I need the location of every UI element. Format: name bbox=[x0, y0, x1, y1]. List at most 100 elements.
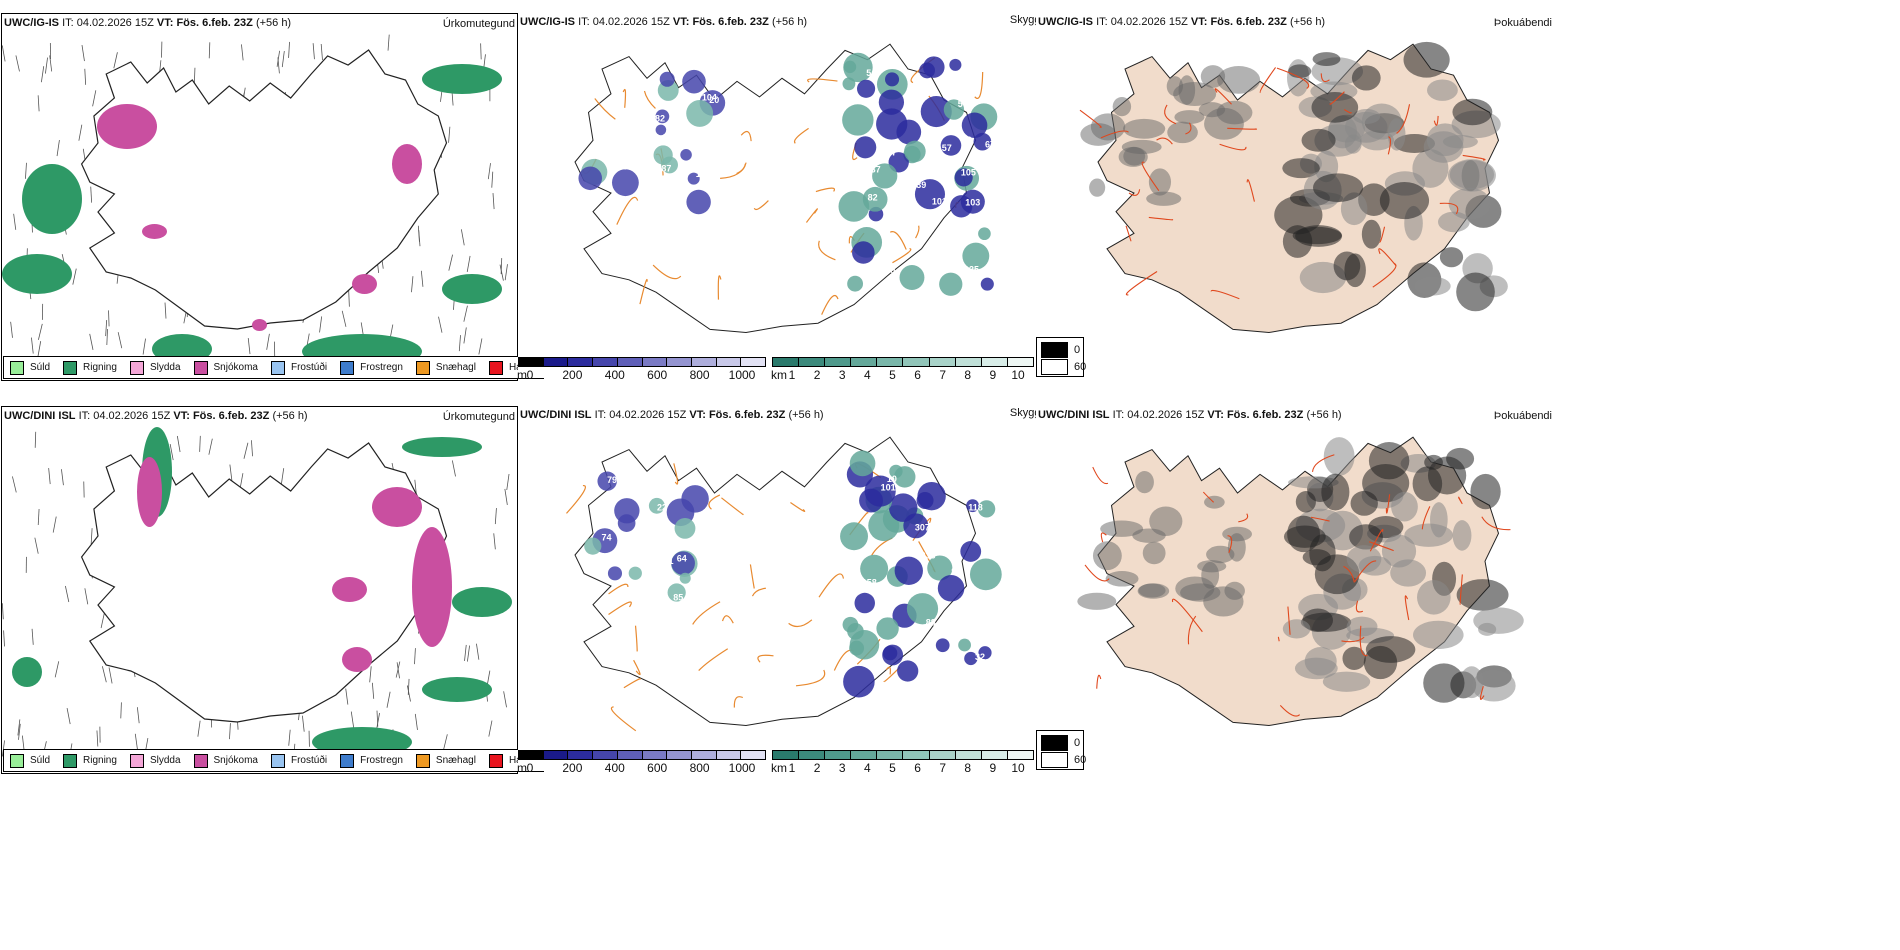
colorbar-swatch bbox=[773, 751, 800, 759]
colorbar-unit: m bbox=[517, 368, 527, 382]
wind-barb bbox=[451, 460, 456, 477]
init-label: IT: bbox=[62, 17, 74, 29]
colorbar-ticks: m 0 200 400 600 800 1000 bbox=[517, 367, 766, 383]
colorbar-swatch bbox=[799, 751, 826, 759]
road bbox=[1404, 595, 1410, 621]
ceiling-patch bbox=[882, 645, 898, 661]
colorbar-swatch bbox=[519, 358, 544, 366]
valid-time: Fös. 6.feb. 23Z bbox=[708, 409, 786, 421]
cloud-base-value: 82 bbox=[655, 113, 665, 123]
colorbar-swatch bbox=[1007, 751, 1033, 759]
cloud-base-value: 88 bbox=[962, 135, 972, 145]
colorbar-swatch bbox=[617, 358, 643, 366]
colorbar-tick: 400 bbox=[604, 761, 625, 775]
cloud-base-value: 91 bbox=[921, 583, 931, 593]
map-layer bbox=[2, 34, 508, 369]
wind-barb bbox=[395, 661, 401, 678]
wind-barb bbox=[21, 735, 25, 752]
legend-swatch bbox=[63, 360, 78, 375]
colorbar-swatches bbox=[772, 750, 1034, 760]
wind-barb bbox=[199, 435, 201, 452]
road bbox=[1156, 137, 1173, 145]
fog-patch bbox=[1132, 528, 1166, 543]
road bbox=[1329, 91, 1345, 105]
cloud-base-value: 97 bbox=[887, 147, 897, 157]
colorbar-tick: 1000 bbox=[728, 368, 756, 382]
wind-barb bbox=[288, 41, 290, 58]
colorbar-swatch bbox=[929, 751, 956, 759]
fog-patch bbox=[1217, 66, 1261, 94]
cloud-base-value: 89 bbox=[903, 211, 913, 221]
cloud-base-value: 95 bbox=[901, 629, 911, 639]
model-name: UWC/IG-IS bbox=[1038, 16, 1093, 28]
cloud-base-value: 104 bbox=[702, 93, 717, 103]
road bbox=[1141, 161, 1160, 192]
fog-patch bbox=[1197, 560, 1227, 573]
cloud-base-value: 22 bbox=[657, 502, 667, 512]
wind-barb bbox=[506, 473, 510, 491]
fog-patch bbox=[1204, 495, 1225, 509]
legend-label: Rigning bbox=[83, 362, 117, 373]
wind-barb bbox=[411, 276, 414, 293]
ceiling-patch bbox=[852, 241, 875, 264]
colorbar-swatch bbox=[851, 751, 878, 759]
ceiling-patch bbox=[937, 574, 965, 602]
wind-barb bbox=[406, 685, 411, 702]
fog-patch bbox=[1361, 219, 1382, 249]
wind-barb bbox=[13, 213, 17, 230]
cloud-dark-label: 0 bbox=[1074, 737, 1081, 749]
wind-barb bbox=[277, 57, 280, 74]
wind-barb bbox=[448, 254, 453, 271]
road bbox=[1125, 271, 1158, 296]
fog-patch bbox=[1100, 520, 1144, 537]
cloud-base-value: 95 bbox=[951, 567, 961, 577]
wind-barb bbox=[208, 42, 211, 59]
cloud-base-value: 57 bbox=[942, 143, 952, 153]
wind-barb bbox=[491, 171, 494, 188]
snow-area bbox=[392, 144, 422, 184]
wind-barb bbox=[504, 488, 508, 505]
ceiling-patch bbox=[977, 500, 996, 518]
ceiling-patch bbox=[978, 646, 992, 660]
valid-time: Fös. 6.feb. 23Z bbox=[192, 410, 270, 422]
cloud-base-value: 61 bbox=[962, 68, 972, 78]
wind-barb bbox=[480, 43, 482, 60]
fog-patch bbox=[1344, 253, 1366, 288]
wind-barb bbox=[78, 124, 83, 141]
road bbox=[721, 615, 734, 624]
cloud-base-value: 88 bbox=[926, 617, 936, 627]
road bbox=[566, 484, 586, 514]
fog-patch bbox=[1437, 211, 1470, 233]
valid-label: VT: bbox=[689, 409, 706, 421]
fog-patch bbox=[1391, 491, 1418, 522]
colorbar-tick: 0 bbox=[526, 368, 534, 382]
road bbox=[1092, 466, 1109, 485]
wind-barb bbox=[105, 320, 108, 337]
wind-barb bbox=[443, 734, 448, 751]
colorbar-swatch bbox=[716, 751, 742, 759]
wind-barb bbox=[492, 193, 495, 210]
road bbox=[1148, 216, 1174, 221]
legend-label: Frostregn bbox=[360, 362, 403, 373]
wind-barb bbox=[34, 537, 39, 554]
valid-label: VT: bbox=[1190, 16, 1208, 28]
wind-barb bbox=[503, 691, 507, 708]
colorbar-swatches bbox=[518, 750, 766, 760]
road bbox=[639, 278, 648, 305]
fog-patch bbox=[1173, 81, 1217, 107]
wind-barb bbox=[288, 729, 291, 746]
valid-time: Fös. 6.feb. 23Z bbox=[1226, 409, 1304, 421]
ceiling-patch bbox=[885, 72, 900, 87]
road bbox=[643, 90, 656, 109]
ceiling-colorbar-top: m 0 200 400 600 800 1000 bbox=[517, 357, 766, 383]
colorbar-swatch bbox=[543, 358, 569, 366]
fog-patch bbox=[1282, 158, 1320, 179]
wind-barb bbox=[487, 163, 491, 180]
wind-barb bbox=[504, 264, 508, 281]
lead-time: (+56 h) bbox=[1289, 16, 1326, 28]
wind-barb bbox=[40, 66, 45, 83]
road bbox=[622, 88, 627, 108]
legend-label: Snæhagl bbox=[435, 362, 476, 373]
legend-item: Snjókoma bbox=[193, 360, 258, 375]
valid-label: VT: bbox=[156, 17, 174, 29]
